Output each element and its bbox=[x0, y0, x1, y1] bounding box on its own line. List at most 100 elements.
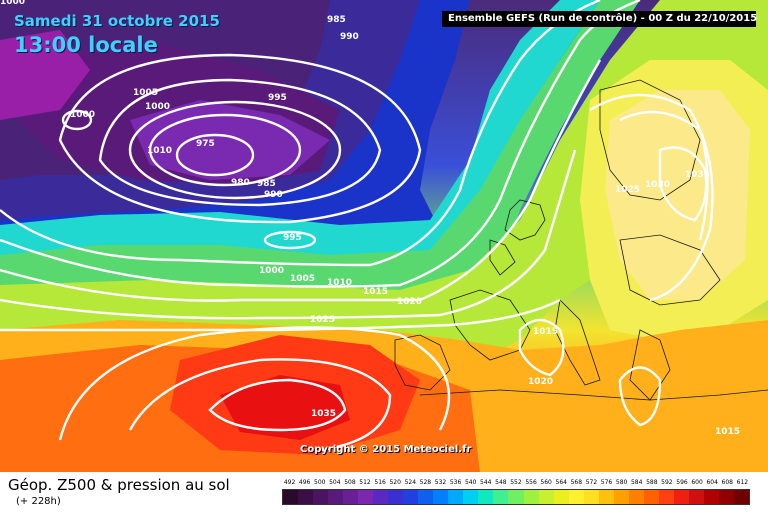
legend-label: 592 bbox=[661, 479, 673, 486]
legend-swatch bbox=[703, 490, 719, 504]
legend-label: 604 bbox=[706, 479, 718, 486]
isobars bbox=[0, 0, 713, 450]
legend-swatch bbox=[388, 490, 404, 504]
legend-label: 552 bbox=[510, 479, 522, 486]
legend-label: 588 bbox=[646, 479, 658, 486]
band-cyan bbox=[0, 0, 600, 285]
forecast-map: 1010 1000 985 990 1005 1000 1000 995 975… bbox=[0, 0, 768, 472]
map-canvas: 1010 1000 985 990 1005 1000 1000 995 975… bbox=[0, 0, 768, 472]
iso-975-low: 975 bbox=[196, 139, 215, 149]
legend-label: 560 bbox=[540, 479, 552, 486]
purple-west bbox=[0, 30, 90, 120]
legend-label: 504 bbox=[329, 479, 341, 486]
isobar-1025-europe bbox=[589, 93, 714, 302]
legend-swatch bbox=[313, 490, 329, 504]
iso-1005-west: 1005 bbox=[133, 88, 158, 98]
legend-swatch bbox=[628, 490, 644, 504]
legend-label: 548 bbox=[495, 479, 507, 486]
isobar-1015 bbox=[0, 149, 577, 320]
legend-label: 508 bbox=[344, 479, 356, 486]
iso-995-mid: 995 bbox=[283, 233, 302, 243]
legend-swatch bbox=[613, 490, 629, 504]
low-core-inner bbox=[130, 100, 330, 180]
legend-swatch bbox=[343, 490, 359, 504]
isobar-1000 bbox=[0, 0, 601, 267]
iso-980: 980 bbox=[231, 178, 250, 188]
isobar-995-small bbox=[263, 230, 317, 250]
legend-label: 516 bbox=[374, 479, 386, 486]
ridge-pale bbox=[605, 90, 750, 300]
legend-label: 576 bbox=[600, 479, 613, 486]
product-title: Géop. Z500 & pression au sol bbox=[8, 476, 230, 494]
iso-1030-europe: 1030 bbox=[645, 180, 670, 190]
lead-time: (+ 228h) bbox=[16, 496, 61, 507]
legend-label: 528 bbox=[419, 479, 432, 486]
legend-label: 524 bbox=[404, 479, 417, 486]
iso-1000-mid: 1000 bbox=[259, 266, 284, 276]
isobar-1035-europe bbox=[658, 146, 708, 222]
isobar-1025 bbox=[58, 326, 451, 441]
iso-1025-mid: 1025 bbox=[310, 315, 335, 325]
legend-label: 580 bbox=[615, 479, 628, 486]
iso-1000-corner: 1000 bbox=[0, 0, 25, 7]
isobar-1015-east bbox=[618, 366, 662, 427]
isobar-1030-europe bbox=[619, 110, 709, 241]
iso-1020-mid: 1020 bbox=[397, 297, 422, 307]
isobar-990 bbox=[98, 78, 382, 207]
iso-1015-italy: 1015 bbox=[533, 327, 558, 337]
iso-1010-mid: 1010 bbox=[327, 278, 352, 288]
legend-swatch bbox=[358, 490, 374, 504]
legend-swatch bbox=[658, 490, 674, 504]
isobar-1015-italy bbox=[518, 318, 565, 377]
footer-panel: Géop. Z500 & pression au sol (+ 228h) 49… bbox=[0, 472, 768, 512]
legend-label: 520 bbox=[389, 479, 401, 486]
legend-label: 500 bbox=[314, 479, 326, 486]
copyright-notice: Copyright © 2015 Meteociel.fr bbox=[300, 444, 472, 455]
legend-swatch bbox=[418, 490, 434, 504]
color-scale-legend: 492 496 500 504 508 512 516 520 524 528 532 536 540 5… bbox=[282, 478, 750, 506]
legend-label: 600 bbox=[691, 479, 703, 486]
legend-swatch bbox=[463, 490, 479, 504]
iso-1035-europe: 1035 bbox=[685, 170, 710, 180]
legend-swatch bbox=[283, 490, 299, 504]
legend-swatch bbox=[568, 490, 584, 504]
iso-1025-europe: 1025 bbox=[615, 185, 640, 195]
legend-swatch bbox=[403, 490, 419, 504]
legend-swatch bbox=[643, 490, 659, 504]
isobar-labels: 1010 1000 985 990 1005 1000 1000 995 975… bbox=[0, 0, 740, 437]
legend-label: 572 bbox=[585, 479, 598, 486]
isobar-975 bbox=[175, 133, 255, 177]
legend-label: 536 bbox=[449, 479, 462, 486]
legend-swatch bbox=[538, 490, 554, 504]
isobar-995 bbox=[58, 53, 422, 224]
iso-995-north: 995 bbox=[268, 93, 287, 103]
iso-990-top: 990 bbox=[340, 32, 359, 42]
legend-label: 584 bbox=[630, 479, 643, 486]
iso-985-top: 985 bbox=[327, 15, 346, 25]
legend-label: 540 bbox=[464, 479, 477, 486]
legend-label: 512 bbox=[359, 479, 371, 486]
legend-label: 544 bbox=[480, 479, 492, 486]
legend-swatch bbox=[298, 490, 314, 504]
legend-swatch bbox=[583, 490, 599, 504]
iso-1000-small: 1000 bbox=[70, 110, 95, 120]
legend-labels: 492 496 500 504 508 512 516 520 524 528 532 536 540 5… bbox=[282, 478, 750, 488]
legend-bar bbox=[282, 489, 750, 505]
legend-swatch bbox=[433, 490, 449, 504]
legend-swatch bbox=[673, 490, 689, 504]
iso-1020-med: 1020 bbox=[528, 377, 553, 387]
legend-swatch bbox=[523, 490, 539, 504]
legend-swatch bbox=[508, 490, 524, 504]
run-info-banner: Ensemble GEFS (Run de contrôle) - 00 Z d… bbox=[442, 11, 757, 27]
iso-1015-east: 1015 bbox=[715, 427, 740, 437]
legend-label: 492 bbox=[283, 479, 296, 486]
legend-swatch bbox=[328, 490, 344, 504]
legend-swatch bbox=[733, 490, 749, 504]
forecast-time: 13:00 locale bbox=[14, 33, 158, 57]
legend-swatch bbox=[553, 490, 569, 504]
legend-swatch bbox=[718, 490, 734, 504]
legend-label: 596 bbox=[676, 479, 688, 486]
legend-swatch bbox=[598, 490, 614, 504]
legend-label: 612 bbox=[736, 479, 749, 486]
legend-swatch bbox=[493, 490, 509, 504]
